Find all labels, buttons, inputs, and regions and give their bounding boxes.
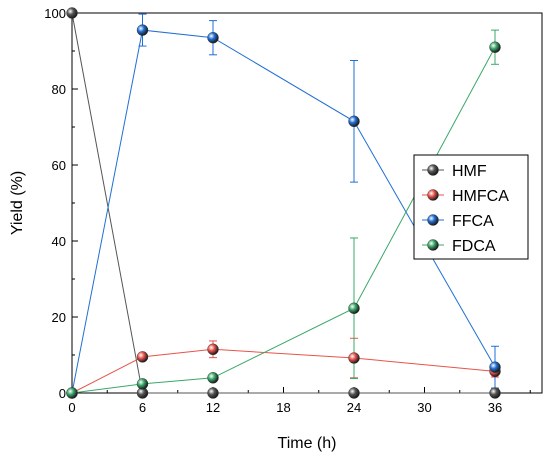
x-tick-label: 36: [488, 400, 502, 415]
series-layer: [66, 7, 501, 399]
legend-hmfca-label: HMFCA: [452, 188, 509, 205]
ffca-point: [489, 361, 501, 373]
y-tick-label: 20: [52, 310, 66, 325]
ffca-point: [348, 115, 360, 128]
x-tick-label: 24: [347, 400, 361, 415]
hmfca-point: [136, 351, 149, 363]
legend: HMF HMFCA FFCA FDCA: [413, 154, 529, 260]
fdca-point: [66, 387, 78, 399]
fdca-point: [207, 372, 219, 384]
x-tick-label: 12: [206, 400, 220, 415]
y-tick-label: 40: [52, 234, 66, 249]
legend-hmfca-marker: [427, 189, 439, 201]
y-tick-label: 80: [52, 82, 66, 97]
hmf-point: [66, 7, 78, 19]
x-tick-label: 6: [139, 400, 146, 415]
legend-hmf-marker: [427, 164, 439, 176]
y-axis-label: Yield (%): [9, 171, 26, 235]
fdca-point: [489, 41, 501, 53]
hmf-point: [489, 387, 501, 399]
y-tick-label: 60: [52, 158, 66, 173]
fdca-point: [348, 302, 360, 314]
hmf-point: [348, 387, 360, 399]
y-tick-label: 100: [44, 6, 66, 21]
hmf-point: [207, 387, 219, 399]
legend-hmf-label: HMF: [452, 163, 487, 180]
y-tick-label: 0: [59, 386, 66, 401]
hmfca-point: [348, 352, 360, 364]
x-axis-label: Time (h): [278, 435, 337, 452]
x-tick-label: 30: [417, 400, 431, 415]
legend-fdca-label: FDCA: [452, 238, 496, 255]
hmfca-point: [207, 343, 219, 355]
legend-fdca-marker: [427, 239, 439, 251]
legend-ffca-label: FFCA: [452, 213, 494, 230]
ffca-point: [207, 32, 219, 44]
x-tick-label: 0: [68, 400, 75, 415]
x-tick-label: 18: [276, 400, 290, 415]
ffca-point: [136, 24, 149, 36]
fdca-point: [136, 378, 149, 390]
legend-ffca-marker: [427, 214, 439, 226]
